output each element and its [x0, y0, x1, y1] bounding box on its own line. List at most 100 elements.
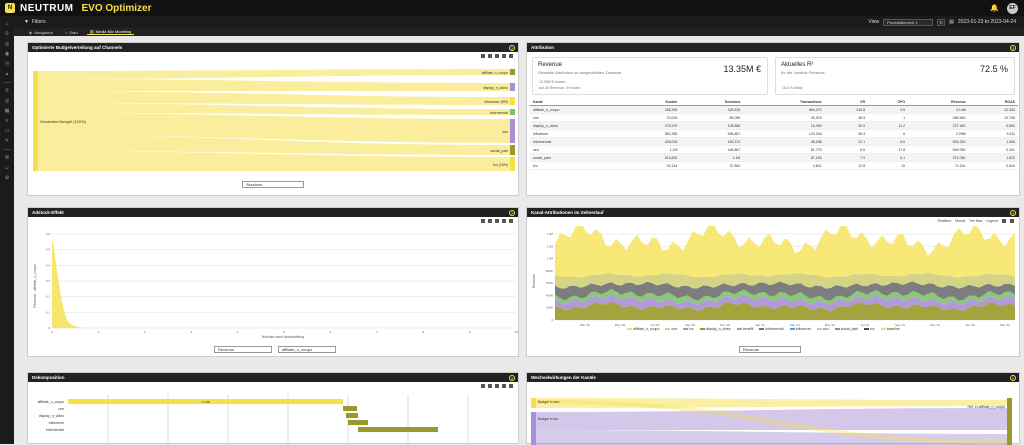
x-tick-label: 1: [98, 330, 100, 334]
table-row[interactable]: Informercial 408,000 183,373 48,188 22.1 6.6 5…: [530, 137, 1018, 146]
legend-item[interactable]: tvc: [683, 327, 694, 331]
column-header[interactable]: Kosten: [625, 99, 681, 106]
calendar-icon[interactable]: ▤: [949, 19, 954, 25]
filter-button[interactable]: ▼ Filters: [24, 19, 46, 25]
image-icon[interactable]: [488, 384, 492, 388]
legend-item[interactable]: seo: [817, 327, 829, 331]
download-icon[interactable]: [481, 54, 485, 58]
column-header[interactable]: Kanal: [530, 99, 626, 106]
table-row[interactable]: crm 20,000 80,096 30,915 38.5 1 489.54K 10.795: [530, 113, 1018, 122]
table-cell: 1.1M: [680, 153, 744, 162]
clock-icon[interactable]: ◷: [4, 61, 10, 67]
close-icon[interactable]: [509, 54, 513, 58]
home-icon[interactable]: ⌂: [5, 21, 9, 27]
target-icon[interactable]: ◎: [4, 98, 10, 104]
table-row[interactable]: tvc 92,144 37,862 4,601 12.8 10 74.11K 0.843: [530, 161, 1018, 170]
filter-label: Filters: [31, 19, 46, 25]
column-header[interactable]: Revenue: [908, 99, 969, 106]
revenue-card-option[interactable]: auf 26 Revenue / 6 Kosten: [539, 86, 581, 90]
zoom-button[interactable]: Tief Max: [969, 219, 983, 223]
view-select[interactable]: Produktbereich 1: [883, 18, 934, 26]
table-row[interactable]: display_n_video 278,379 128,886 15,090 30.9 1…: [530, 121, 1018, 130]
column-header[interactable]: Sessions: [680, 99, 744, 106]
table-row[interactable]: social_paid 513,832 1.1M 87,159 7.9 6.1 971.09…: [530, 153, 1018, 162]
image-icon[interactable]: [488, 219, 492, 223]
table-row[interactable]: seo 1.1M 446,867 81,775 6.6 17.8 549.93K 0.491: [530, 145, 1018, 154]
decomposition-chart: 4.14M affiliate_n_coupo crm display_n_vi…: [38, 395, 469, 445]
image-icon[interactable]: [488, 54, 492, 58]
legend-item[interactable]: social_paid: [834, 327, 858, 331]
zoom-button[interactable]: Realtime: [937, 219, 952, 223]
edit-icon[interactable]: ✎: [4, 138, 10, 144]
user-icon[interactable]: ☺: [4, 165, 10, 171]
timeline-area-layer: [555, 289, 1015, 305]
sankey-target-label: affiliate_n_coupo: [482, 71, 508, 75]
help-icon[interactable]: ?: [1010, 209, 1016, 216]
adstock-channel-dropdown[interactable]: affiliate_n_coupo: [278, 346, 336, 353]
table-icon[interactable]: [495, 219, 499, 223]
download-icon[interactable]: [481, 219, 485, 223]
globe-alt-icon[interactable]: ◉: [4, 51, 10, 57]
legend-item[interactable]: display_n_video: [699, 327, 731, 331]
table-cell: 87,159: [743, 153, 825, 162]
table-icon[interactable]: [495, 384, 499, 388]
timeline-legend: affiliate_n_coupo crm tvc display_n_video be…: [627, 327, 900, 331]
legend-item[interactable]: benefit: [736, 327, 753, 331]
column-header[interactable]: CPO: [868, 99, 909, 106]
table-icon[interactable]: [495, 54, 499, 58]
legend-item[interactable]: affiliate_n_coupo: [627, 327, 659, 331]
date-range[interactable]: 2023-01-23 to 2023-04-24: [957, 19, 1016, 25]
legend-item[interactable]: Informercial: [759, 327, 784, 331]
tab-media-mix-modeling[interactable]: ▥ Media Mix Modeling: [86, 29, 135, 35]
tab-start[interactable]: ⌂ Start: [62, 30, 81, 35]
x-tick-label: Mar '21: [790, 323, 800, 327]
zoom-icon[interactable]: [502, 384, 506, 388]
column-header[interactable]: ROAS: [968, 99, 1018, 106]
adstock-metric-dropdown[interactable]: Revenue: [214, 346, 272, 353]
revenue-card-option[interactable]: 13.35M € Kosten: [539, 80, 566, 84]
tab-navigation[interactable]: ◈ Navigation: [26, 30, 56, 35]
table-cell: 549.93K: [908, 145, 969, 154]
gear-icon[interactable]: ⚙: [4, 175, 10, 181]
timeline-metric-dropdown[interactable]: Revenue: [739, 346, 801, 353]
avatar[interactable]: EF: [1007, 2, 1018, 14]
column-header[interactable]: CR: [824, 99, 869, 106]
legend-item[interactable]: baseline: [880, 327, 900, 331]
close-icon[interactable]: [509, 384, 513, 388]
zoom-button[interactable]: Legend: [986, 219, 998, 223]
zoom-icon[interactable]: [502, 219, 506, 223]
tool-icon[interactable]: ⚒: [4, 155, 10, 161]
refresh-button[interactable]: ↻: [937, 18, 946, 26]
column-header[interactable]: Transactions: [743, 99, 825, 106]
search-icon[interactable]: ⚲: [5, 88, 9, 94]
tab-label: Media Mix Modeling: [95, 29, 132, 34]
table-row[interactable]: affiliate_n_coupo 185,345 325,515 864,270 21…: [530, 105, 1018, 114]
zoom-button[interactable]: Monat: [955, 219, 966, 223]
download-icon[interactable]: [481, 384, 485, 388]
help-icon[interactable]: ?: [1010, 44, 1016, 51]
bell-icon[interactable]: 🔔: [990, 5, 999, 12]
legend-item[interactable]: crm: [665, 327, 677, 331]
help-icon[interactable]: ?: [1010, 374, 1016, 381]
help-icon[interactable]: ?: [509, 374, 515, 381]
legend-item[interactable]: tvc: [864, 327, 875, 331]
r2-card-option[interactable]: 16.0 % Abfall: [782, 86, 803, 90]
sankey-target-label: Informercial: [490, 111, 509, 115]
help-icon[interactable]: ?: [509, 209, 515, 216]
legend-item[interactable]: Influencer: [789, 327, 811, 331]
table-row[interactable]: Influencer 582,380 596,857 120,246 28.3 6 2.28…: [530, 129, 1018, 138]
close-icon[interactable]: [509, 219, 513, 223]
location-icon[interactable]: ⚲: [5, 31, 9, 37]
sankey-link: [38, 135, 510, 155]
close-icon[interactable]: [1010, 219, 1014, 223]
folder-icon[interactable]: ▭: [4, 128, 10, 134]
download-icon[interactable]: [1002, 219, 1006, 223]
help-icon[interactable]: ?: [509, 44, 515, 51]
grid-icon[interactable]: ▦: [4, 108, 10, 114]
chart-icon[interactable]: ▴: [5, 71, 9, 77]
panel-header: Kanal-Attributionen im Zeitverlauf ?: [527, 208, 1019, 217]
zoom-icon[interactable]: [502, 54, 506, 58]
globe-icon[interactable]: ◎: [4, 41, 10, 47]
sankey-metric-dropdown[interactable]: Sessions: [242, 181, 304, 188]
layers-icon[interactable]: ≡: [5, 118, 9, 124]
